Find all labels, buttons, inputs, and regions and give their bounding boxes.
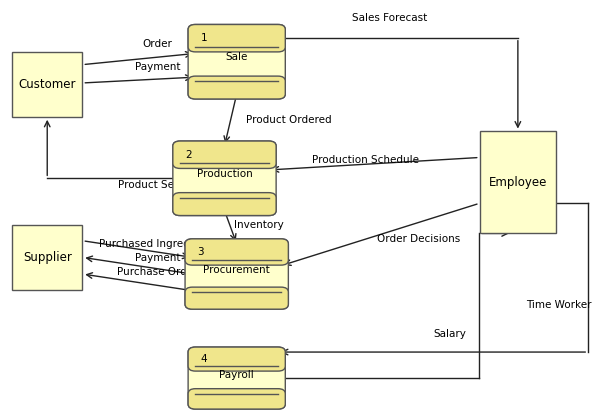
Text: Inventory: Inventory <box>234 220 284 230</box>
Text: Customer: Customer <box>18 78 76 91</box>
FancyBboxPatch shape <box>12 225 82 290</box>
Text: Order: Order <box>142 39 172 49</box>
FancyBboxPatch shape <box>173 193 276 215</box>
Bar <box>192 251 281 260</box>
Text: Supplier: Supplier <box>23 251 72 264</box>
Bar <box>192 292 281 299</box>
Text: Product Served: Product Served <box>117 180 197 190</box>
Bar <box>180 154 269 163</box>
Bar <box>195 394 278 399</box>
Text: Production: Production <box>196 169 252 179</box>
Text: Purchase Order: Purchase Order <box>117 267 198 277</box>
Text: Payroll: Payroll <box>219 370 254 380</box>
Text: Sales Forecast: Sales Forecast <box>352 13 427 23</box>
FancyBboxPatch shape <box>185 239 289 265</box>
FancyBboxPatch shape <box>480 132 556 233</box>
Bar <box>192 244 281 260</box>
Text: 2: 2 <box>185 150 192 160</box>
Text: Purchased Ingredients: Purchased Ingredients <box>99 239 216 249</box>
Bar <box>195 352 278 366</box>
Text: Sale: Sale <box>225 52 248 62</box>
Text: 1: 1 <box>200 33 207 43</box>
FancyBboxPatch shape <box>188 24 286 99</box>
FancyBboxPatch shape <box>188 347 286 409</box>
Bar <box>195 358 278 366</box>
Text: Product Ordered: Product Ordered <box>246 115 332 125</box>
Text: Salary: Salary <box>433 329 466 339</box>
Text: Production Schedule: Production Schedule <box>311 155 419 165</box>
FancyBboxPatch shape <box>185 287 289 309</box>
Text: Employee: Employee <box>489 176 547 189</box>
FancyBboxPatch shape <box>173 141 276 168</box>
Text: Payment: Payment <box>134 62 180 72</box>
FancyBboxPatch shape <box>188 76 286 99</box>
Text: Order Decisions: Order Decisions <box>377 234 460 243</box>
Bar <box>195 81 278 88</box>
FancyBboxPatch shape <box>12 52 82 117</box>
FancyBboxPatch shape <box>188 347 286 371</box>
FancyBboxPatch shape <box>188 24 286 52</box>
FancyBboxPatch shape <box>185 239 289 309</box>
Bar <box>192 292 281 304</box>
FancyBboxPatch shape <box>173 141 276 215</box>
Text: 4: 4 <box>200 354 207 364</box>
Bar <box>195 37 278 47</box>
Text: Payment: Payment <box>134 253 180 263</box>
FancyBboxPatch shape <box>188 389 286 409</box>
Text: Time Worker: Time Worker <box>526 300 591 310</box>
Bar <box>195 81 278 94</box>
Bar <box>180 198 269 210</box>
Bar <box>180 146 269 163</box>
Text: 3: 3 <box>197 247 204 257</box>
Bar <box>180 198 269 205</box>
Bar <box>195 394 278 404</box>
Bar <box>195 29 278 47</box>
Text: Procurement: Procurement <box>203 265 270 275</box>
